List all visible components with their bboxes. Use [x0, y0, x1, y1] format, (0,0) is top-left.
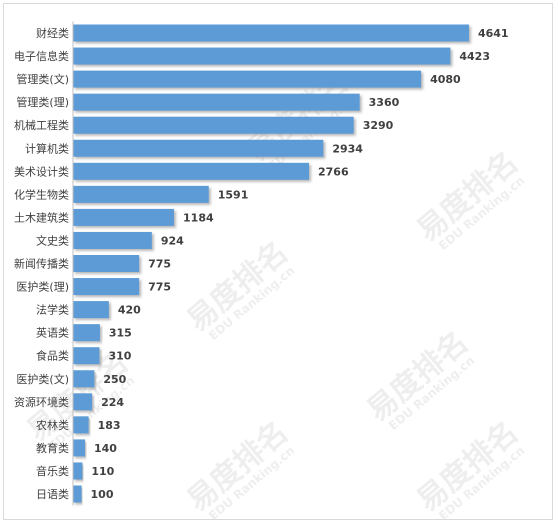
category-label: 化学生物类	[14, 187, 69, 201]
bar	[73, 185, 209, 203]
bar	[73, 93, 360, 111]
category-label: 电子信息类	[14, 49, 69, 63]
category-label: 机械工程类	[14, 118, 69, 132]
value-label: 3360	[369, 96, 400, 109]
value-label: 250	[103, 373, 126, 386]
bar	[73, 347, 100, 365]
value-label: 4423	[459, 50, 490, 63]
category-label: 管理类(文)	[16, 72, 69, 86]
value-label: 183	[98, 419, 121, 432]
value-label: 420	[118, 304, 141, 317]
category-label: 教育类	[36, 441, 69, 455]
bar	[73, 278, 140, 296]
value-label: 2934	[332, 142, 363, 155]
bar	[73, 255, 140, 272]
value-label: 4641	[478, 27, 509, 40]
bar	[73, 139, 324, 157]
category-label: 食品类	[36, 349, 69, 363]
category-label: 新闻传播类	[14, 257, 69, 271]
bars-group	[73, 24, 469, 503]
value-label: 924	[161, 234, 184, 247]
bar	[73, 24, 469, 42]
value-label: 224	[101, 396, 124, 409]
bar	[73, 393, 93, 411]
value-label: 1184	[183, 211, 214, 224]
bar	[73, 47, 451, 65]
category-label: 医护类(理)	[16, 280, 69, 294]
category-label: 医护类(文)	[16, 372, 69, 386]
category-label: 土木建筑类	[14, 210, 69, 224]
category-label: 管理类(理)	[16, 95, 69, 109]
value-label: 3290	[363, 119, 394, 132]
value-label: 110	[91, 465, 114, 478]
bar	[73, 162, 309, 180]
value-label: 775	[148, 281, 171, 294]
category-label: 文史类	[36, 233, 69, 247]
category-label: 日语类	[36, 487, 69, 501]
bar	[73, 301, 109, 319]
value-label: 1591	[218, 188, 249, 201]
category-label: 音乐类	[36, 464, 69, 478]
bar	[73, 416, 89, 434]
value-label: 140	[94, 442, 117, 455]
bar	[73, 70, 422, 88]
bar	[73, 208, 175, 226]
category-label: 法学类	[36, 303, 69, 317]
value-label: 315	[109, 327, 132, 340]
value-label: 310	[108, 350, 131, 363]
bar	[73, 462, 83, 480]
category-label: 英语类	[36, 326, 69, 340]
category-label: 农林类	[36, 418, 69, 432]
category-label: 计算机类	[25, 141, 69, 155]
value-label: 2766	[318, 165, 349, 178]
bar	[73, 231, 152, 249]
value-label: 4080	[430, 73, 461, 86]
bar	[73, 324, 100, 342]
bar	[73, 485, 82, 503]
value-label: 775	[148, 258, 171, 271]
bar	[73, 370, 95, 388]
value-label: 100	[91, 488, 114, 501]
bar	[73, 439, 85, 457]
category-label: 资源环境类	[14, 395, 69, 409]
category-label: 财经类	[36, 26, 69, 40]
category-label: 美术设计类	[14, 164, 69, 178]
bar	[73, 116, 354, 134]
